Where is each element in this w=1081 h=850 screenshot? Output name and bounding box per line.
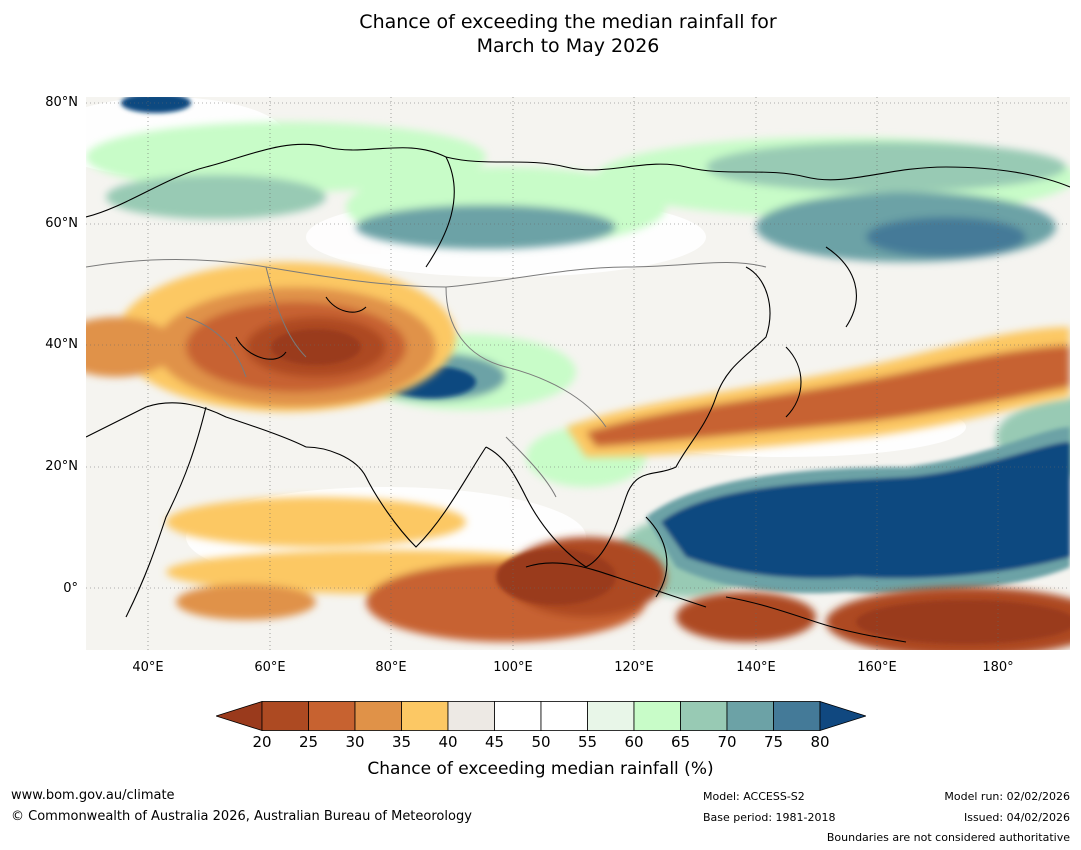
colorbar-segment (726, 701, 774, 731)
coastlines (86, 143, 1070, 643)
colorbar-tick-label: 20 (252, 733, 272, 751)
lat-label-0: 0° (63, 581, 78, 596)
colorbar-tick-label: 55 (577, 733, 598, 751)
colorbar-segment (633, 701, 681, 731)
lat-label-60n: 60°N (45, 216, 78, 231)
map-title: Chance of exceeding the median rainfall … (0, 10, 1081, 58)
colorbar-tick-label: 60 (624, 733, 644, 751)
copyright-text: © Commonwealth of Australia 2026, Austra… (11, 809, 472, 824)
wet-anomalies (86, 122, 1070, 597)
colorbar-arrow-high (819, 701, 866, 731)
colorbar-segment (773, 701, 821, 731)
lon-label-120e: 120°E (614, 660, 654, 675)
colorbar-tick-label: 80 (810, 733, 830, 751)
colorbar-tick-label: 45 (484, 733, 505, 751)
lon-label-180: 180° (982, 660, 1014, 675)
strong-wet-anomalies (121, 97, 1070, 594)
lon-label-160e: 160°E (857, 660, 897, 675)
colorbar-tick-label: 40 (438, 733, 458, 751)
colorbar (216, 701, 866, 731)
colorbar-segment (680, 701, 728, 731)
colorbar-segment (447, 701, 495, 731)
colorbar-segment (540, 701, 588, 731)
colorbar-segment (354, 701, 402, 731)
issued-text: Issued: 04/02/2026 (963, 811, 1070, 824)
lat-label-40n: 40°N (45, 337, 78, 352)
lon-label-60e: 60°E (254, 660, 286, 675)
colorbar-arrow-low (216, 701, 263, 731)
boundaries-disclaimer: Boundaries are not considered authoritat… (826, 831, 1070, 844)
colorbar-segment (587, 701, 635, 731)
lon-label-80e: 80°E (375, 660, 407, 675)
base-period-text: Base period: 1981-2018 (703, 811, 836, 824)
colorbar-tick-label: 70 (717, 733, 737, 751)
model-run-text: Model run: 02/02/2026 (944, 790, 1070, 803)
lat-label-80n: 80°N (45, 95, 78, 110)
lat-label-20n: 20°N (45, 459, 78, 474)
colorbar-tick-label: 65 (670, 733, 691, 751)
model-text: Model: ACCESS-S2 (703, 790, 805, 803)
map-canvas (86, 97, 1070, 650)
colorbar-tick-label: 35 (391, 733, 412, 751)
colorbar-segment (261, 701, 309, 731)
lon-label-40e: 40°E (132, 660, 164, 675)
title-line-1: Chance of exceeding the median rainfall … (359, 11, 777, 33)
website-link[interactable]: www.bom.gov.au/climate (11, 788, 175, 803)
lon-label-140e: 140°E (736, 660, 776, 675)
colorbar-segment (308, 701, 356, 731)
lon-label-100e: 100°E (493, 660, 533, 675)
title-line-2: March to May 2026 (476, 35, 660, 57)
colorbar-segment (494, 701, 542, 731)
rainfall-map (86, 97, 1070, 650)
colorbar-tick-label: 30 (345, 733, 365, 751)
graticule (86, 97, 1070, 650)
colorbar-tick-label: 50 (531, 733, 551, 751)
strong-dry-anomalies (271, 329, 1070, 644)
colorbar-segment (401, 701, 449, 731)
colorbar-tick-label: 25 (298, 733, 319, 751)
colorbar-label: Chance of exceeding median rainfall (%) (367, 759, 714, 779)
colorbar-tick-label: 75 (763, 733, 784, 751)
